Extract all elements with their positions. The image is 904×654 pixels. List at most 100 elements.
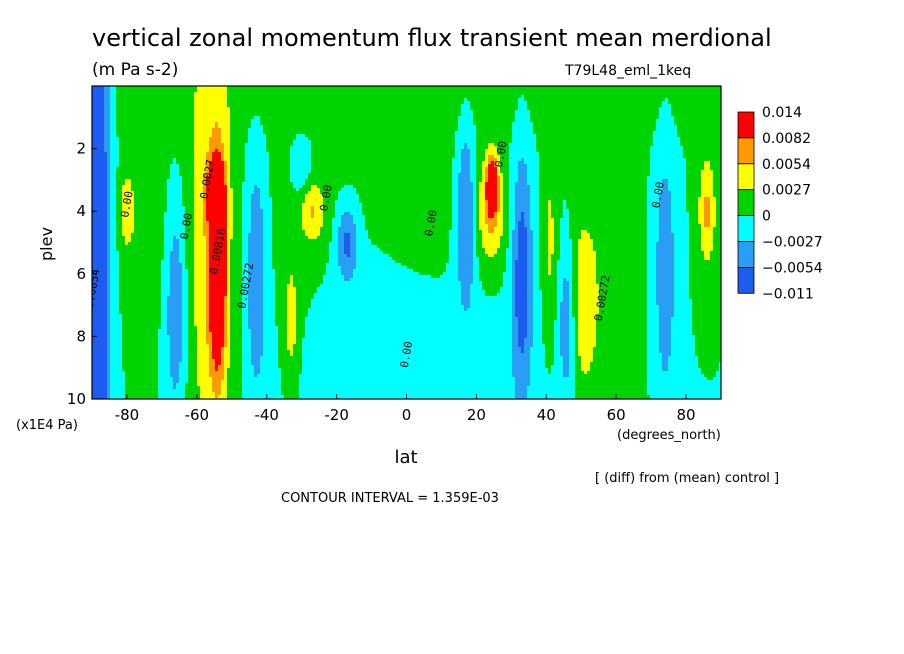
heat-cell xyxy=(386,107,390,111)
heat-cell xyxy=(719,122,721,126)
heat-cell xyxy=(233,86,237,90)
heat-cell xyxy=(473,122,477,126)
heat-cell xyxy=(185,137,189,141)
heat-cell xyxy=(629,113,633,117)
heat-cell xyxy=(461,149,465,153)
heat-cell xyxy=(311,140,315,144)
heat-cell xyxy=(266,95,270,99)
heat-cell xyxy=(413,86,417,90)
heat-cell xyxy=(611,95,615,99)
heat-cell xyxy=(161,104,165,108)
heat-cell xyxy=(371,137,375,141)
heat-cell xyxy=(698,140,702,144)
heat-cell xyxy=(359,98,363,102)
heat-cell xyxy=(479,137,483,141)
heat-cell xyxy=(251,122,255,126)
heat-cell xyxy=(452,140,456,144)
heat-cell xyxy=(443,119,447,123)
heat-cell xyxy=(623,98,627,102)
heat-cell xyxy=(680,116,684,120)
heat-cell xyxy=(677,119,681,123)
heat-cell xyxy=(371,140,375,144)
heat-cell xyxy=(659,137,663,141)
heat-cell xyxy=(470,92,474,96)
heat-cell xyxy=(476,146,480,150)
heat-cell xyxy=(239,107,243,111)
heat-cell xyxy=(602,113,606,117)
heat-cell xyxy=(674,113,678,117)
heat-cell xyxy=(203,92,207,96)
heat-cell xyxy=(314,134,318,138)
heat-cell xyxy=(251,131,255,135)
heat-cell xyxy=(653,110,657,114)
heat-cell xyxy=(689,119,693,123)
heat-cell xyxy=(380,149,384,153)
heat-cell xyxy=(395,131,399,135)
heat-cell xyxy=(164,119,168,123)
heat-cell xyxy=(503,104,507,108)
heat-cell xyxy=(701,116,705,120)
heat-cell xyxy=(710,95,714,99)
heat-cell xyxy=(686,116,690,120)
heat-cell xyxy=(116,131,120,135)
heat-cell xyxy=(161,137,165,141)
heat-cell xyxy=(206,137,210,141)
heat-cell xyxy=(170,134,174,138)
heat-cell xyxy=(272,92,276,96)
heat-cell xyxy=(242,89,246,93)
heat-cell xyxy=(137,137,141,141)
heat-cell xyxy=(320,137,324,141)
heat-cell xyxy=(407,98,411,102)
heat-cell xyxy=(248,119,252,123)
heat-cell xyxy=(362,104,366,108)
heat-cell xyxy=(677,125,681,129)
heat-cell xyxy=(182,107,186,111)
heat-cell xyxy=(422,131,426,135)
heat-cell xyxy=(356,86,360,90)
heat-cell xyxy=(383,104,387,108)
heat-cell xyxy=(575,86,579,90)
heat-cell xyxy=(449,113,453,117)
heat-cell xyxy=(617,131,621,135)
heat-cell xyxy=(257,140,261,144)
heat-cell xyxy=(506,128,510,132)
heat-cell xyxy=(413,119,417,123)
heat-cell xyxy=(548,122,552,126)
heat-cell xyxy=(533,125,537,129)
heat-cell xyxy=(278,134,282,138)
heat-cell xyxy=(461,89,465,93)
heat-cell xyxy=(203,86,207,90)
heat-cell xyxy=(632,143,636,147)
heat-cell xyxy=(113,131,117,135)
heat-cell xyxy=(626,89,630,93)
heat-cell xyxy=(458,89,462,93)
heat-cell xyxy=(692,122,696,126)
heat-cell xyxy=(185,122,189,126)
heat-cell xyxy=(302,107,306,111)
heat-cell xyxy=(326,92,330,96)
heat-cell xyxy=(407,122,411,126)
heat-cell xyxy=(308,104,312,108)
heat-cell xyxy=(497,143,501,147)
heat-cell xyxy=(368,119,372,123)
heat-cell xyxy=(632,92,636,96)
heat-cell xyxy=(377,86,381,90)
heat-cell xyxy=(623,86,627,90)
heat-cell xyxy=(578,101,582,105)
heat-cell xyxy=(173,137,177,141)
heat-cell xyxy=(512,140,516,144)
heat-cell xyxy=(266,92,270,96)
heat-cell xyxy=(230,101,234,105)
heat-cell xyxy=(101,128,105,132)
heat-cell xyxy=(134,92,138,96)
heat-cell xyxy=(152,89,156,93)
heat-cell xyxy=(530,119,534,123)
heat-cell xyxy=(719,86,721,90)
heat-cell xyxy=(281,101,285,105)
heat-cell xyxy=(122,95,126,99)
heat-cell xyxy=(110,95,114,99)
heat-cell xyxy=(410,89,414,93)
heat-cell xyxy=(602,89,606,93)
heat-cell xyxy=(554,113,558,117)
heat-cell xyxy=(701,98,705,102)
